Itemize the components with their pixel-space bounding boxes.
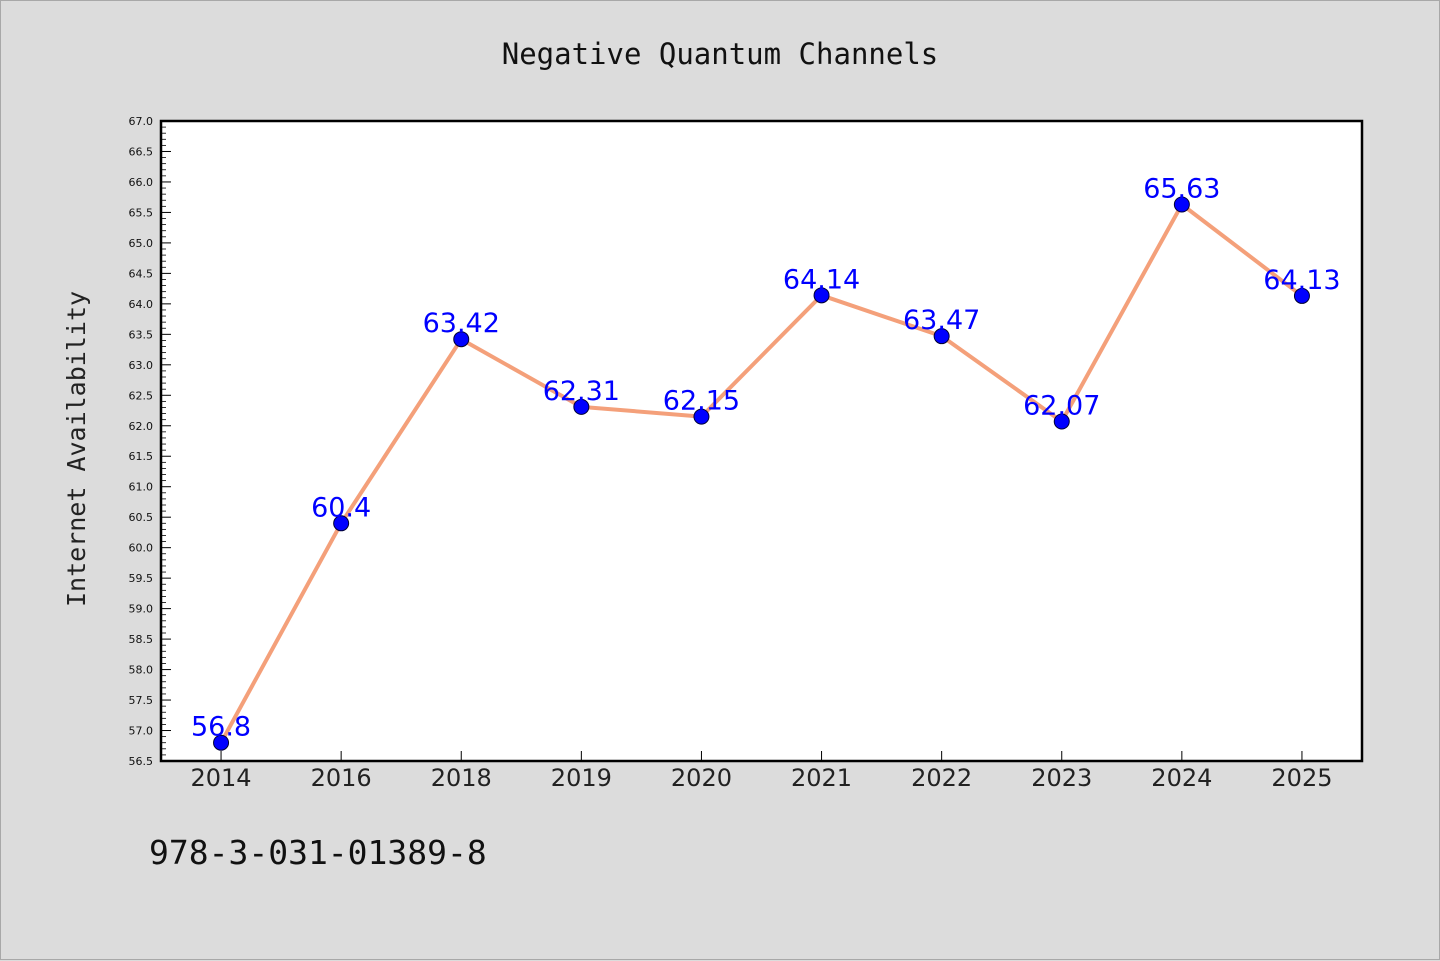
y-tick-label: 60.5	[129, 511, 154, 524]
y-tick-label: 67.0	[129, 115, 154, 128]
data-label: 64.13	[1263, 265, 1340, 296]
x-tick-label: 2014	[191, 764, 252, 792]
y-axis: 56.5 57.0 57.5 58.0 58.5 59.0 59.5 60.0 60.5 61.0…	[129, 115, 171, 768]
y-tick-label: 59.0	[129, 603, 154, 616]
x-tick-label: 2023	[1031, 764, 1092, 792]
y-tick-label: 63.5	[129, 328, 154, 341]
plot-frame	[159, 119, 1364, 763]
y-tick-label: 63.0	[129, 359, 154, 372]
data-label: 63.47	[903, 305, 980, 336]
data-label: 63.42	[423, 308, 500, 339]
y-tick-label: 64.5	[129, 267, 154, 280]
y-axis-label: Internet Availability	[62, 291, 91, 607]
data-label: 62.07	[1023, 390, 1100, 421]
chart-title: Negative Quantum Channels	[502, 37, 939, 71]
plot-area	[161, 121, 1362, 761]
data-label: 64.14	[783, 264, 860, 295]
x-tick-label: 2016	[311, 764, 372, 792]
x-tick-label: 2020	[671, 764, 732, 792]
y-tick-label: 64.0	[129, 298, 154, 311]
x-tick-label: 2024	[1151, 764, 1212, 792]
data-point	[813, 287, 830, 304]
x-tick-label: 2018	[431, 764, 492, 792]
series-line	[219, 202, 1304, 744]
y-tick-label: 62.0	[129, 420, 154, 433]
y-tick-label: 59.5	[129, 572, 154, 585]
data-label: 60.4	[311, 492, 371, 523]
y-tick-label: 60.0	[129, 542, 154, 555]
x-tick-label: 2019	[551, 764, 612, 792]
data-point	[333, 515, 350, 532]
y-tick-label: 65.5	[129, 206, 154, 219]
data-label: 65.63	[1143, 174, 1220, 205]
data-point	[573, 398, 590, 415]
data-point	[693, 408, 710, 425]
y-tick-label: 61.5	[129, 450, 154, 463]
y-tick-label: 66.0	[129, 176, 154, 189]
data-point	[453, 331, 470, 348]
y-tick-label: 57.5	[129, 694, 154, 707]
x-tick-label: 2022	[911, 764, 972, 792]
data-point	[213, 734, 230, 751]
y-tick-label: 57.0	[129, 725, 154, 738]
x-tick-label: 2025	[1271, 764, 1332, 792]
y-tick-label: 56.5	[129, 755, 154, 768]
data-point	[1053, 413, 1070, 430]
x-axis: 2014 2016 2018 2019 2020 2021 2022 2023 2024 2025	[191, 751, 1332, 792]
y-tick-label: 58.0	[129, 664, 154, 677]
data-label: 62.15	[663, 386, 740, 417]
y-tick-label: 66.5	[129, 145, 154, 158]
data-point	[1173, 196, 1190, 213]
footer-identifier: 978-3-031-01389-8	[149, 833, 487, 872]
data-point	[1293, 287, 1310, 304]
y-tick-label: 61.0	[129, 481, 154, 494]
y-tick-label: 62.5	[129, 389, 154, 402]
x-tick-label: 2021	[791, 764, 852, 792]
data-labels: 56.8 60.4 63.42 62.31 62.15 64.14 63.47 62.07 65…	[191, 174, 1341, 743]
y-tick-label: 58.5	[129, 633, 154, 646]
data-label: 56.8	[191, 712, 251, 743]
data-label: 62.31	[543, 376, 620, 407]
series-main	[213, 196, 1310, 751]
data-point	[933, 328, 950, 345]
y-tick-label: 65.0	[129, 237, 154, 250]
